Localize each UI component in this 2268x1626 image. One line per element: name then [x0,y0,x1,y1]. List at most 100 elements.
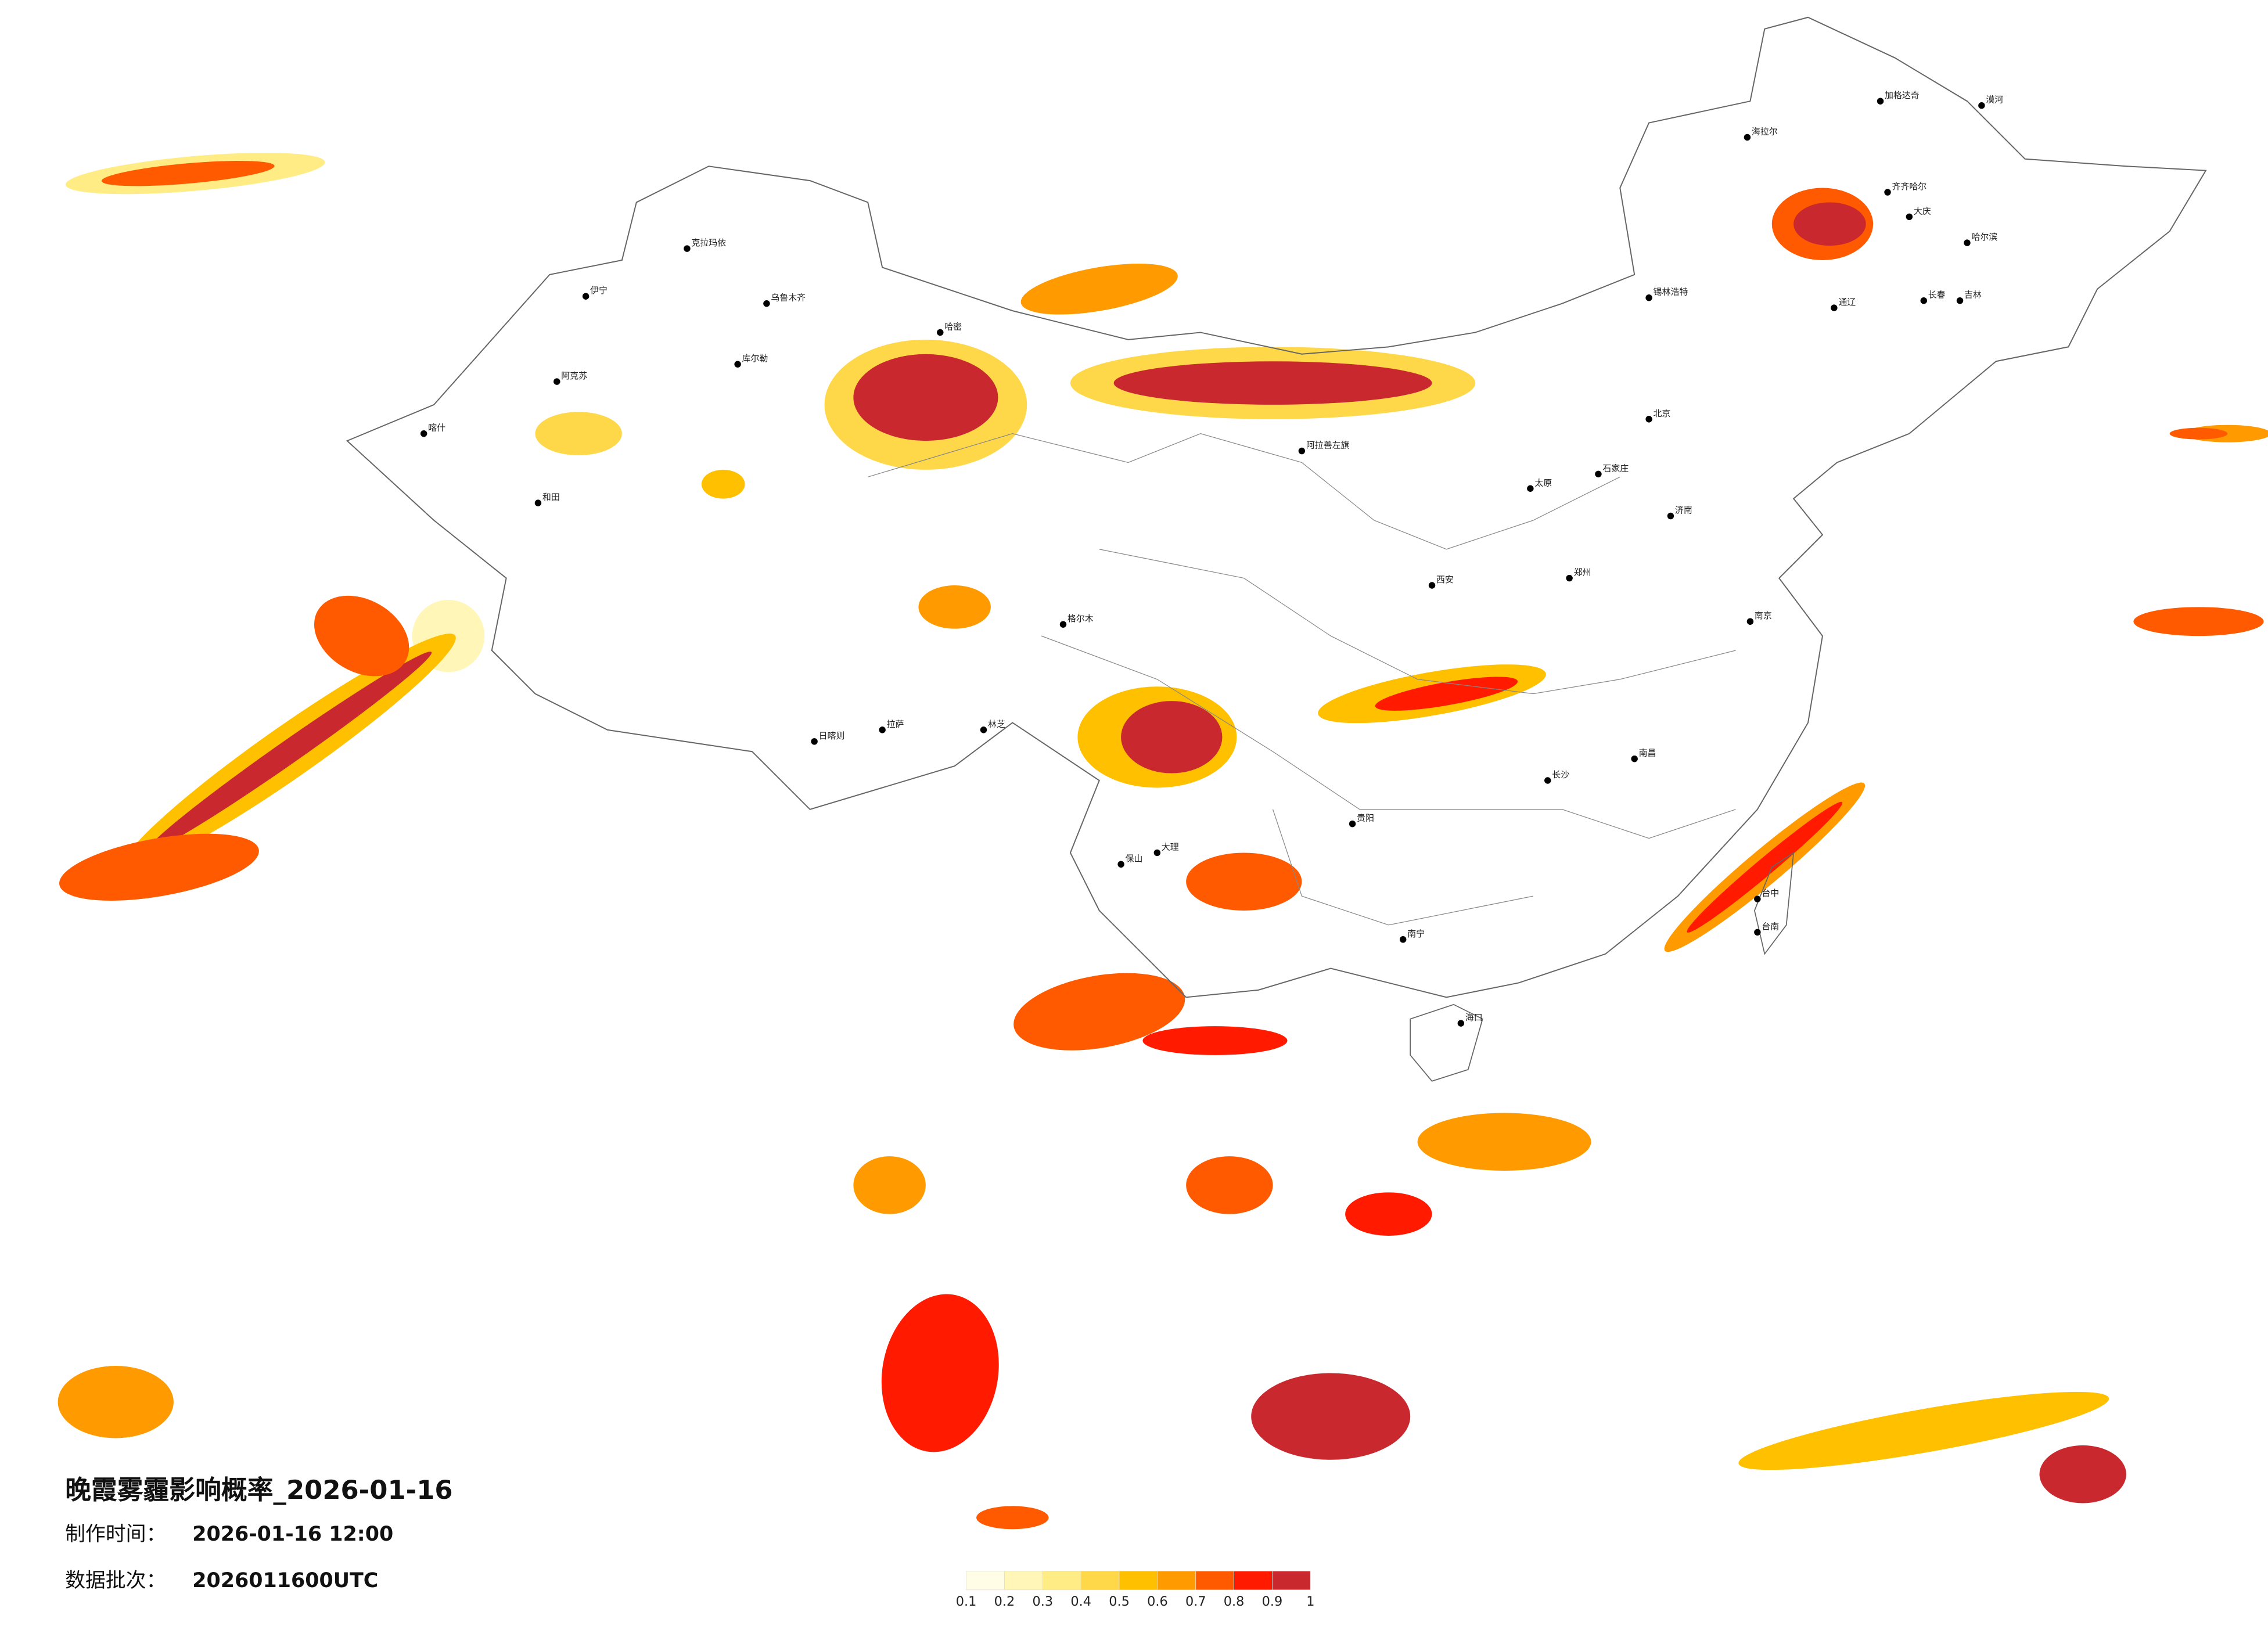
city-label: 大庆 [1914,206,1931,216]
city-label: 台中 [1762,888,1779,898]
probability-area [535,412,622,455]
city-dot [1956,297,1964,304]
probability-area [1793,202,1866,246]
probability-area [1186,852,1302,911]
city-label: 海拉尔 [1752,126,1778,136]
city-dot [1744,134,1751,141]
made-label: 制作时间： [65,1523,166,1546]
city-label: 哈尔滨 [1971,232,1997,242]
probability-area [1417,1113,1591,1171]
city-label: 拉萨 [887,719,904,729]
city-label: 海口 [1465,1012,1483,1023]
legend-tick-label: 0.9 [1262,1594,1283,1609]
city-dot [1349,820,1356,828]
city-dot [1754,895,1761,902]
city-dot [1831,304,1838,311]
city-dot [1117,861,1124,868]
city-label: 和田 [542,492,560,502]
probability-area [57,1366,174,1438]
island-borders [1410,851,1795,1082]
city-label: 日喀则 [819,731,845,741]
probability-area [1375,677,1518,711]
city-label: 石家庄 [1602,463,1629,473]
probability-area [918,585,991,629]
city-dot [582,293,590,300]
city-label: 南昌 [1639,748,1656,758]
city-label: 加格达奇 [1885,90,1920,100]
city-dot [1457,1020,1465,1027]
probability-area [1251,1373,1411,1460]
city-dot [1595,470,1602,478]
city-label: 大理 [1162,841,1179,852]
city-label: 克拉玛依 [691,238,726,248]
legend-tick-label: 0.8 [1224,1594,1245,1609]
city-label: 格尔木 [1067,613,1094,624]
city-dot [879,726,886,733]
legend-swatch [966,1571,1005,1591]
probability-area [853,1156,926,1214]
legend-tick-label: 0.6 [1147,1594,1168,1609]
city-dot [1631,755,1638,762]
probability-area [101,160,275,186]
city-label: 西安 [1436,574,1454,585]
city-dot [553,378,560,385]
city-label: 贵阳 [1357,813,1374,823]
city-label: 郑州 [1574,567,1591,578]
city-label: 哈密 [944,321,962,332]
city-label: 通辽 [1838,297,1856,307]
city-dot [1544,777,1551,784]
city-dot [734,361,741,368]
probability-area [59,833,259,901]
province-borders [868,433,1736,926]
probability-area [147,652,432,852]
probability-area [1345,1192,1432,1236]
probability-area [1142,1026,1288,1055]
city-label: 漠河 [1986,95,2003,105]
legend-swatch [1234,1571,1273,1591]
probability-area [1020,263,1178,315]
city-dot [1399,936,1407,943]
city-label: 长春 [1928,290,1946,300]
probability-area [1113,361,1432,405]
probability-field [57,153,2268,1530]
city-label: 南宁 [1407,929,1425,939]
probability-area [701,469,745,499]
batch-label: 数据批次： [65,1569,166,1592]
city-label: 台南 [1762,921,1779,931]
probability-area [2169,427,2228,440]
legend-tick-label: 0.1 [956,1594,977,1609]
city-dot [1153,849,1161,857]
probability-area [1738,1391,2109,1470]
legend-swatch [1272,1571,1311,1591]
city-label: 南京 [1755,610,1772,621]
legend-swatch [1080,1571,1120,1591]
city-label: 保山 [1126,853,1143,864]
legend-tick-label: 0.4 [1070,1594,1091,1609]
legend-swatch [1195,1571,1234,1591]
city-dot [684,245,691,252]
city-dot [1527,485,1534,492]
legend-swatch [1119,1571,1158,1591]
city-label: 阿克苏 [561,370,587,381]
city-label: 林芝 [988,719,1005,729]
city-dot [1906,213,1913,221]
made-value: 2026-01-16 12:00 [192,1523,393,1546]
city-label: 喀什 [428,423,445,433]
city-label: 阿拉善左旗 [1306,440,1350,451]
city-label: 乌鲁木齐 [771,293,806,303]
legend-swatch [1042,1571,1081,1591]
city-dot [1645,294,1652,301]
map-title: 晚霞雾霾影响概率_2026-01-16 [65,1474,453,1505]
city-label: 吉林 [1964,290,1982,300]
probability-area [1687,801,1843,933]
city-dot [1754,929,1761,936]
city-label: 长沙 [1552,769,1569,780]
probability-area [2039,1445,2126,1503]
probability-area [853,354,998,441]
city-dot [1746,618,1754,625]
legend: 0.1 0.2 0.3 0.4 0.5 0.6 0.7 0.8 0.9 1 [956,1571,1314,1609]
